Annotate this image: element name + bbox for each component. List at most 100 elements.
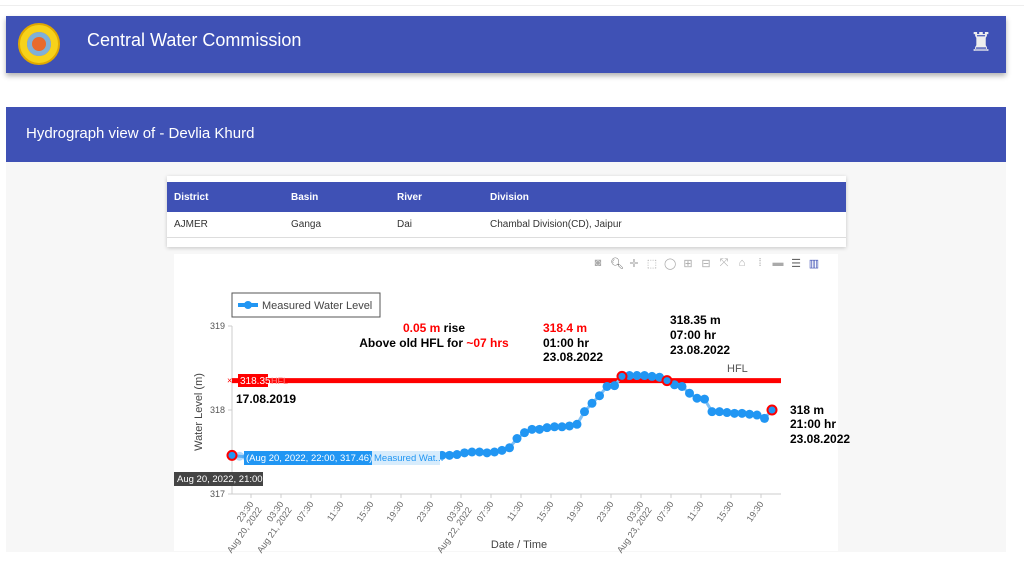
app-title: Central Water Commission <box>87 30 302 50</box>
water-level-point[interactable] <box>512 434 522 444</box>
water-level-point[interactable] <box>490 447 499 457</box>
national-emblem-icon: ♜ <box>969 27 993 57</box>
x-tick-label: 11:30 <box>685 499 706 523</box>
x-tick-label: 19:30 <box>745 499 766 523</box>
water-level-point[interactable] <box>580 407 589 417</box>
y-tick-label: 317 <box>210 489 225 499</box>
water-level-point[interactable] <box>542 423 552 433</box>
page-title: Hydrograph view of - Devlia Khurd <box>6 107 1006 162</box>
hfl-duration-annotation: Above old HFL for ~07 hrs <box>359 336 509 350</box>
water-level-point[interactable] <box>572 419 582 429</box>
home-icon[interactable]: ⌂ <box>738 257 746 269</box>
water-level-point[interactable] <box>550 422 559 432</box>
hfl-start-marker: × <box>227 376 232 386</box>
hfl-hover-tag <box>238 374 268 387</box>
water-level-point[interactable] <box>475 447 484 457</box>
station-info-table: District Basin River Division AJMER Gang… <box>167 176 846 238</box>
water-level-point[interactable] <box>467 447 477 457</box>
x-hover-tag <box>174 472 263 486</box>
plotly-logo-icon[interactable]: ▥ <box>808 258 820 270</box>
water-level-point[interactable] <box>505 443 514 453</box>
highlight-marker <box>766 404 778 416</box>
peak-level: 318.4 m <box>543 321 587 335</box>
water-level-point[interactable] <box>752 410 762 420</box>
water-level-point[interactable] <box>535 424 544 434</box>
water-level-point[interactable] <box>617 371 627 381</box>
water-level-point[interactable] <box>700 394 709 404</box>
water-level-point[interactable] <box>745 409 754 419</box>
water-level-point[interactable] <box>227 450 237 460</box>
x-hover-value: Aug 20, 2022, 21:00 <box>177 474 263 485</box>
water-level-point[interactable] <box>557 422 567 432</box>
water-level-point[interactable] <box>692 393 702 403</box>
camera-icon[interactable]: ◙ <box>594 257 602 269</box>
hover-closest-icon[interactable]: ▬ <box>772 257 784 269</box>
hfl-date: 17.08.2019 <box>236 392 296 406</box>
water-level-point[interactable] <box>662 376 672 386</box>
water-level-point[interactable] <box>670 380 679 390</box>
water-level-point[interactable] <box>647 371 657 381</box>
lasso-icon[interactable]: ◯ <box>664 258 677 270</box>
water-level-point[interactable] <box>640 371 649 381</box>
series-hover-tag <box>244 451 372 465</box>
x-tick-label: 15:30 <box>715 499 736 523</box>
hfl-hover-name: HFL <box>271 376 288 386</box>
top-divider <box>0 5 1024 6</box>
water-level-point[interactable] <box>602 381 612 391</box>
water-level-point[interactable] <box>767 405 777 415</box>
hover-compare-icon[interactable]: ☰ <box>791 258 801 270</box>
cross-time: 07:00 hr <box>670 328 716 342</box>
box-select-icon[interactable]: ⬚ <box>646 258 658 270</box>
highlight-marker <box>616 370 628 382</box>
hfl-line-label: HFL <box>727 363 748 375</box>
water-level-point[interactable] <box>715 407 724 417</box>
water-level-point[interactable] <box>452 450 462 460</box>
water-level-point[interactable] <box>482 448 492 458</box>
water-level-point[interactable] <box>677 381 687 391</box>
legend-label: Measured Water Level <box>262 300 372 312</box>
pan-icon[interactable]: ✛ <box>629 258 639 270</box>
hydrograph-chart[interactable]: ◙ 🔍︎ ✛ ⬚ ◯ ⊞ ⊟ ⤧ ⌂ ⁞ ▬ ☰ ▥ 317 318 319 23:3… <box>174 254 850 555</box>
highlight-marker <box>226 449 238 461</box>
cell-division: Chambal Division(CD), Jaipur <box>483 212 846 238</box>
x-tick-label: 15:30 <box>535 499 556 523</box>
station-info-card: District Basin River Division AJMER Gang… <box>167 176 846 247</box>
chart-toolbar: ◙ 🔍︎ ✛ ⬚ ◯ ⊞ ⊟ ⤧ ⌂ ⁞ ▬ ☰ ▥ <box>592 257 820 270</box>
water-level-point[interactable] <box>707 407 717 417</box>
x-tick-label: 23:30 <box>415 499 436 523</box>
water-level-point[interactable] <box>610 381 619 391</box>
zoom-in-icon[interactable]: ⊞ <box>683 258 693 270</box>
water-level-point[interactable] <box>737 408 747 418</box>
cross-date: 23.08.2022 <box>670 343 730 357</box>
series-hover-name: Measured Wat... <box>374 453 443 464</box>
last-level: 318 m <box>790 403 824 417</box>
x-tick-label: 23:30 <box>595 499 616 523</box>
water-level-point[interactable] <box>497 445 507 455</box>
autoscale-icon[interactable]: ⤧ <box>719 257 729 269</box>
water-level-point[interactable] <box>587 398 597 408</box>
water-level-point[interactable] <box>445 450 454 460</box>
water-level-point[interactable] <box>527 424 537 434</box>
cell-basin: Ganga <box>284 212 390 238</box>
series-hover-value: (Aug 20, 2022, 22:00, 317.46) <box>246 453 372 464</box>
zoom-out-icon[interactable]: ⊟ <box>701 258 711 270</box>
water-level-point[interactable] <box>685 388 694 398</box>
water-level-point[interactable] <box>460 448 469 458</box>
water-level-point[interactable] <box>722 408 732 418</box>
header-division: Division <box>483 176 846 212</box>
x-tick-label: 19:30 <box>385 499 406 523</box>
spike-lines-icon[interactable]: ⁞ <box>758 257 762 269</box>
water-level-point[interactable] <box>730 408 739 418</box>
highlight-marker <box>661 375 673 387</box>
water-level-point[interactable] <box>595 391 604 401</box>
water-level-point[interactable] <box>632 371 642 381</box>
water-level-point[interactable] <box>760 413 769 423</box>
zoom-icon[interactable]: 🔍︎ <box>610 258 624 270</box>
cross-level: 318.35 m <box>670 313 721 327</box>
water-level-point[interactable] <box>520 428 529 438</box>
rise-annotation: 0.05 m rise <box>403 321 465 335</box>
header-basin: Basin <box>284 176 390 212</box>
water-level-point[interactable] <box>565 421 574 431</box>
y-axis-title: Water Level (m) <box>193 373 205 451</box>
